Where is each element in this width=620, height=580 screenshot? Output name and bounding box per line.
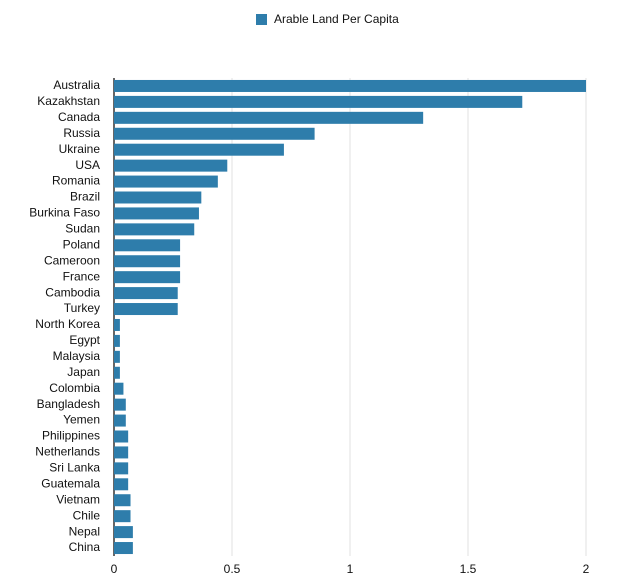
bar bbox=[114, 79, 586, 92]
bar bbox=[114, 334, 120, 347]
bar bbox=[114, 175, 218, 188]
y-tick-label: Canada bbox=[58, 110, 100, 124]
y-tick-label: Brazil bbox=[70, 190, 100, 204]
y-tick-label: Bangladesh bbox=[37, 397, 100, 411]
legend-swatch bbox=[256, 14, 267, 25]
y-tick-label: Poland bbox=[63, 237, 100, 251]
bar bbox=[114, 95, 523, 108]
bar bbox=[114, 143, 284, 156]
y-tick-label: Colombia bbox=[49, 381, 100, 395]
y-tick-label: Chile bbox=[73, 508, 101, 522]
y-tick-label: Yemen bbox=[63, 413, 100, 427]
bar bbox=[114, 382, 124, 395]
y-tick-label: Kazakhstan bbox=[37, 94, 100, 108]
bar bbox=[114, 366, 120, 379]
bar bbox=[114, 207, 199, 220]
bar bbox=[114, 446, 129, 459]
y-tick-label: Sri Lanka bbox=[49, 461, 100, 475]
y-tick-label: China bbox=[69, 540, 101, 554]
y-tick-label: Sudan bbox=[65, 222, 100, 236]
y-tick-label: Malaysia bbox=[53, 349, 101, 363]
bar bbox=[114, 542, 133, 555]
bar bbox=[114, 255, 181, 268]
y-tick-label: France bbox=[63, 269, 101, 283]
bar bbox=[114, 223, 195, 236]
y-tick-label: Netherlands bbox=[35, 445, 100, 459]
bar bbox=[114, 526, 133, 539]
bar bbox=[114, 350, 120, 363]
bar bbox=[114, 159, 228, 172]
bar bbox=[114, 318, 120, 331]
y-tick-label: USA bbox=[75, 158, 100, 172]
bar bbox=[114, 303, 178, 316]
y-tick-label: Cameroon bbox=[44, 253, 100, 267]
bar bbox=[114, 127, 315, 140]
y-tick-label: Egypt bbox=[69, 333, 100, 347]
y-tick-label: Turkey bbox=[64, 301, 100, 315]
bar bbox=[114, 494, 131, 507]
y-tick-label: Guatemala bbox=[41, 476, 100, 490]
bar bbox=[114, 239, 181, 252]
bar bbox=[114, 111, 424, 124]
x-tick-label: 0.5 bbox=[224, 562, 241, 576]
legend-label: Arable Land Per Capita bbox=[274, 12, 399, 26]
y-tick-label: North Korea bbox=[35, 317, 100, 331]
y-tick-label: Australia bbox=[53, 78, 100, 92]
x-tick-label: 0 bbox=[111, 562, 118, 576]
bar bbox=[114, 462, 129, 475]
y-tick-label: Nepal bbox=[69, 524, 100, 538]
y-tick-label: Japan bbox=[67, 365, 100, 379]
bar bbox=[114, 271, 181, 284]
bar bbox=[114, 414, 126, 427]
y-tick-label: Ukraine bbox=[59, 142, 101, 156]
bar bbox=[114, 398, 126, 411]
bar bbox=[114, 191, 202, 204]
y-tick-label: Cambodia bbox=[45, 285, 100, 299]
bar bbox=[114, 478, 129, 491]
bar bbox=[114, 430, 129, 443]
y-tick-label: Vietnam bbox=[56, 492, 100, 506]
x-tick-label: 1 bbox=[347, 562, 354, 576]
bar bbox=[114, 510, 131, 523]
y-tick-label: Romania bbox=[52, 174, 100, 188]
x-tick-label: 1.5 bbox=[460, 562, 477, 576]
y-tick-label: Philippines bbox=[42, 429, 100, 443]
y-tick-label: Russia bbox=[63, 126, 100, 140]
y-tick-label: Burkina Faso bbox=[29, 206, 100, 220]
bar bbox=[114, 287, 178, 300]
x-tick-label: 2 bbox=[583, 562, 590, 576]
